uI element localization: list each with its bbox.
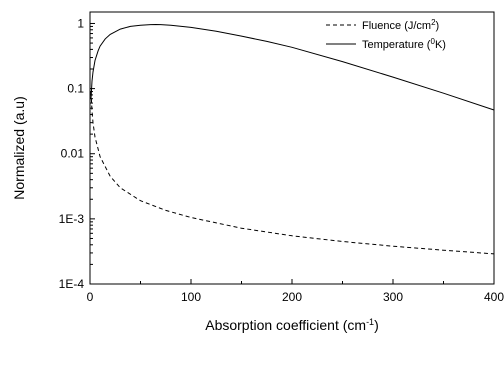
x-tick-label: 400 [484,290,504,304]
y-tick-label: 0.01 [61,147,85,161]
y-axis-title: Normalized (a.u) [11,96,27,199]
x-tick-label: 0 [87,290,94,304]
x-tick-label: 100 [181,290,201,304]
temperature-series-line [90,23,495,111]
y-tick-label: 1 [77,16,84,30]
x-axis-ticks: 0 100 200 300 400 [87,279,504,304]
legend-fluence-label: Fluence (J/cm2) [362,18,439,32]
plot-frame [89,11,495,285]
y-axis-ticks: 1 0.1 0.01 1E-3 1E-4 [59,16,95,291]
y-tick-label: 1E-3 [59,212,85,226]
series-layer [90,23,495,255]
fluence-series-line [90,91,495,255]
y-tick-label: 1E-4 [59,277,85,291]
x-tick-label: 300 [383,290,403,304]
x-axis-title: Absorption coefficient (cm-1) [205,317,379,333]
legend: Fluence (J/cm2) Temperature (0K) [326,18,446,51]
x-tick-label: 200 [282,290,302,304]
legend-temperature-label: Temperature (0K) [362,37,446,51]
y-tick-label: 0.1 [67,82,84,96]
